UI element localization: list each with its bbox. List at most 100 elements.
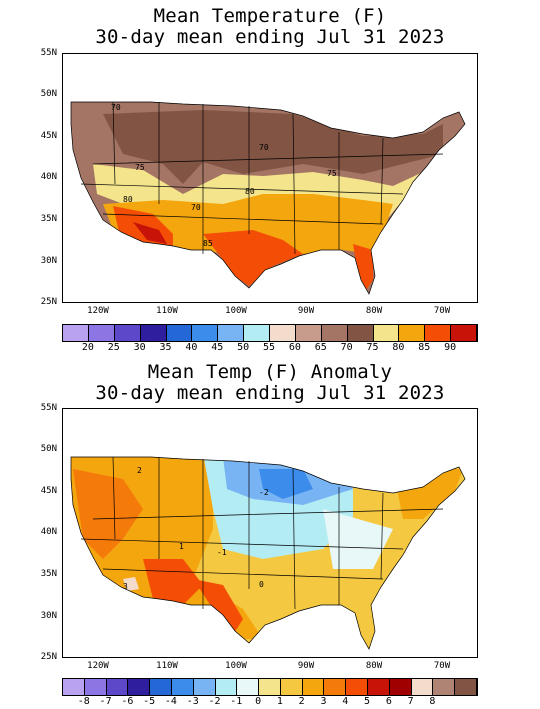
colorbar-swatch xyxy=(218,325,245,341)
colorbar-label: 7 xyxy=(407,696,414,707)
panel2-colorbar xyxy=(62,678,478,696)
panel2-lat-label: 55N xyxy=(40,403,57,413)
contour-label: 75 xyxy=(327,169,337,178)
panel2-lon-label: 80W xyxy=(365,661,383,671)
panel1-lon-label: 100W xyxy=(225,306,247,316)
contour-label: 3 xyxy=(123,582,128,591)
contour-label: 70 xyxy=(111,103,121,112)
panel2-lon-label: 90W xyxy=(297,661,315,671)
colorbar-label: 25 xyxy=(107,342,120,353)
panel2-subtitle: 30-day mean ending Jul 31 2023 xyxy=(95,382,445,404)
colorbar-swatch xyxy=(63,679,85,695)
colorbar-label: 0 xyxy=(255,696,262,707)
colorbar-swatch xyxy=(399,325,426,341)
colorbar-label: 2 xyxy=(298,696,305,707)
panel1-lat-label: 30N xyxy=(40,256,57,266)
contour-label: 85 xyxy=(203,239,213,248)
panel1-lat-label: 45N xyxy=(40,131,57,141)
colorbar-label: 65 xyxy=(314,342,327,353)
colorbar-label: -3 xyxy=(186,696,199,707)
colorbar-label: 30 xyxy=(133,342,146,353)
contour-label: 1 xyxy=(179,542,184,551)
colorbar-swatch xyxy=(237,679,260,695)
colorbar-label: -8 xyxy=(77,696,90,707)
colorbar-swatch xyxy=(321,325,348,341)
colorbar-swatch xyxy=(166,325,193,341)
colorbar-swatch xyxy=(171,679,194,695)
panel2-lon-label: 70W xyxy=(433,661,451,671)
colorbar-label: -1 xyxy=(230,696,243,707)
colorbar-label: -7 xyxy=(99,696,112,707)
colorbar-swatch xyxy=(324,679,347,695)
colorbar-label: 45 xyxy=(211,342,224,353)
colorbar-swatch xyxy=(280,679,303,695)
panel1-lon-label: 80W xyxy=(365,306,383,316)
colorbar-swatch xyxy=(84,679,107,695)
colorbar-label: -6 xyxy=(121,696,134,707)
colorbar-swatch xyxy=(347,325,374,341)
colorbar-swatch xyxy=(63,325,89,341)
colorbar-swatch xyxy=(433,679,456,695)
colorbar-swatch xyxy=(192,325,219,341)
panel1-lon-label: 90W xyxy=(297,306,315,316)
panel1-lon-label: 110W xyxy=(156,306,178,316)
contour-label: -2 xyxy=(259,488,269,497)
colorbar-label: 50 xyxy=(237,342,250,353)
colorbar-swatch xyxy=(128,679,151,695)
panel1-colorbar xyxy=(62,324,478,342)
panel2-lat-label: 35N xyxy=(40,569,57,579)
colorbar-swatch xyxy=(295,325,322,341)
panel1-lat-label: 25N xyxy=(40,297,57,307)
colorbar-swatch xyxy=(455,679,477,695)
colorbar-label: 4 xyxy=(342,696,349,707)
colorbar-label: 3 xyxy=(320,696,327,707)
panel1-map: 70 70 75 75 80 80 70 85 xyxy=(62,53,478,303)
colorbar-swatch xyxy=(411,679,434,695)
colorbar-swatch xyxy=(389,679,412,695)
colorbar-swatch xyxy=(114,325,141,341)
panel2-title: Mean Temp (F) Anomaly xyxy=(147,361,393,383)
panel2-lon-label: 120W xyxy=(87,661,109,671)
panel1-lon-label: 120W xyxy=(87,306,109,316)
colorbar-swatch xyxy=(302,679,325,695)
colorbar-label: 70 xyxy=(340,342,353,353)
colorbar-swatch xyxy=(244,325,270,341)
colorbar-label: 20 xyxy=(81,342,94,353)
panel2-lat-label: 30N xyxy=(40,611,57,621)
contour-label: 80 xyxy=(245,187,255,196)
panel1-lat-label: 50N xyxy=(40,89,57,99)
panel2-lat-label: 25N xyxy=(40,652,57,662)
colorbar-swatch xyxy=(270,325,296,341)
contour-label: 2 xyxy=(137,466,142,475)
panel2-lat-label: 40N xyxy=(40,527,57,537)
colorbar-swatch xyxy=(193,679,216,695)
panel1-subtitle: 30-day mean ending Jul 31 2023 xyxy=(95,26,445,48)
colorbar-swatch xyxy=(259,679,281,695)
colorbar-swatch xyxy=(106,679,129,695)
colorbar-label: 55 xyxy=(262,342,276,353)
panel2-lat-label: 50N xyxy=(40,444,57,454)
colorbar-label: 40 xyxy=(185,342,198,353)
colorbar-swatch xyxy=(451,325,477,341)
panel1-lat-label: 35N xyxy=(40,214,57,224)
colorbar-label: 35 xyxy=(159,342,172,353)
colorbar-label: 75 xyxy=(366,342,379,353)
panel2-map-svg: 2 -2 -1 0 1 3 xyxy=(70,456,466,650)
contour-label: 80 xyxy=(123,195,133,204)
colorbar-label: -4 xyxy=(164,696,177,707)
panel2-lon-label: 100W xyxy=(225,661,247,671)
panel1-lon-label: 70W xyxy=(433,306,451,316)
colorbar-label: 5 xyxy=(364,696,371,707)
panel2-lon-label: 110W xyxy=(156,661,178,671)
colorbar-swatch xyxy=(88,325,115,341)
colorbar-label: -5 xyxy=(143,696,156,707)
colorbar-label: 1 xyxy=(276,696,283,707)
colorbar-label: 85 xyxy=(418,342,431,353)
panel1-title: Mean Temperature (F) xyxy=(153,5,387,27)
colorbar-label: 60 xyxy=(288,342,301,353)
colorbar-label: -2 xyxy=(208,696,221,707)
colorbar-swatch xyxy=(140,325,167,341)
colorbar-swatch xyxy=(373,325,400,341)
colorbar-label: 90 xyxy=(444,342,457,353)
colorbar-swatch xyxy=(368,679,390,695)
